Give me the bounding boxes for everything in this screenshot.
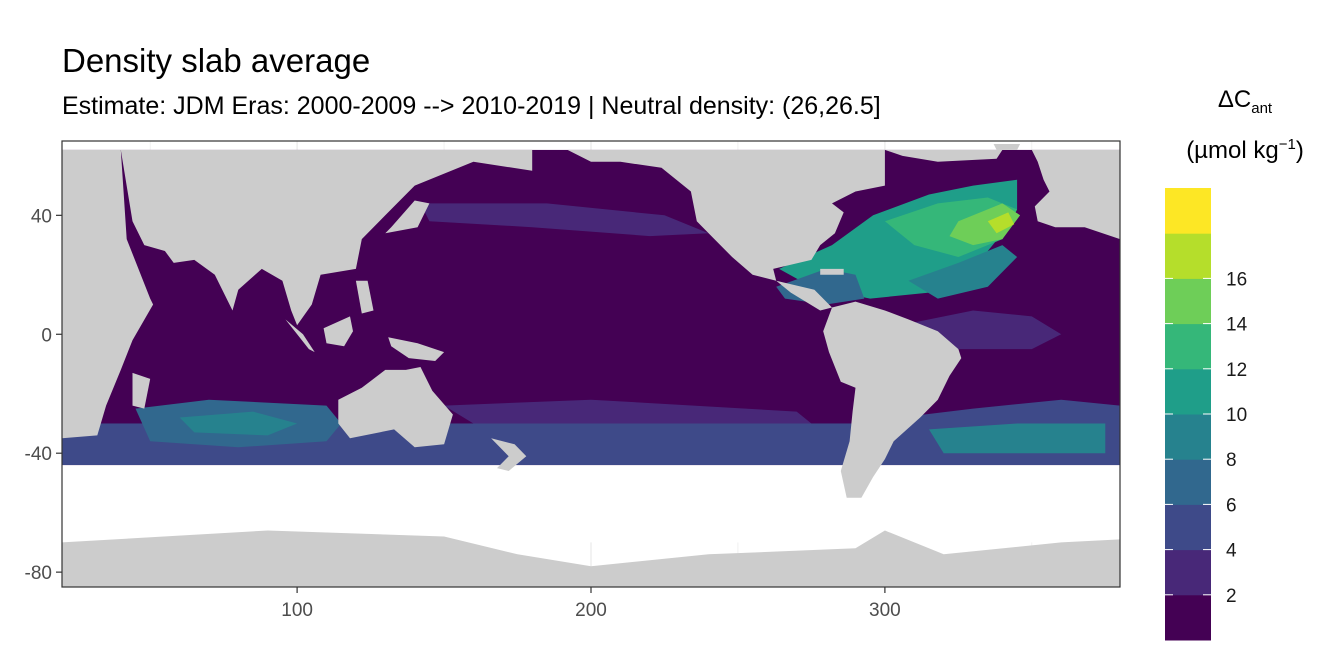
region-north-atlantic-max (987, 212, 1015, 234)
legend-label: 8 (1226, 450, 1237, 471)
legend-bin (1165, 459, 1211, 505)
legend-bin (1165, 504, 1211, 551)
legend-label: 14 (1226, 315, 1248, 336)
land-sumatra (285, 319, 315, 353)
chart-subtitle: Estimate: JDM Eras: 2000-2009 --> 2010-2… (62, 92, 881, 120)
legend-title-unit: (µmol kg−1) (1186, 136, 1304, 164)
legend-bin (1165, 414, 1211, 460)
legend-label: 6 (1226, 495, 1237, 516)
x-tick-label: 200 (575, 600, 607, 621)
legend-bin (1165, 233, 1211, 279)
land-north-america (567, 149, 885, 281)
land-new-guinea (388, 337, 445, 361)
land-mask (62, 144, 1120, 587)
region-north-atlantic-south (908, 245, 1018, 299)
legend-bin (1165, 594, 1211, 641)
land-iceland (993, 144, 1021, 150)
legend-label: 2 (1226, 586, 1237, 607)
y-tick-label: -40 (25, 444, 52, 465)
legend-bin (1165, 323, 1211, 370)
land-new-zealand (491, 438, 527, 471)
legend-title-sub: ant (1251, 99, 1273, 117)
land-borneo (323, 316, 353, 347)
y-tick-label: -80 (25, 563, 52, 584)
land-philippines (355, 280, 374, 314)
region-south-atlantic-core (929, 423, 1106, 454)
color-legend: 2 4 6 8 10 12 14 16 (1165, 188, 1248, 641)
region-tropical-atlantic (914, 310, 1062, 350)
region-south-indian-core (179, 411, 298, 436)
land-antarctica (62, 530, 1120, 587)
legend-title-main: ΔCant (1217, 86, 1273, 117)
land-africa (62, 149, 154, 439)
legend-label: 12 (1226, 360, 1247, 381)
land-cuba (820, 268, 844, 275)
region-north-pacific (420, 203, 709, 237)
legend-label: 10 (1226, 405, 1247, 426)
land-eurasia (120, 149, 533, 326)
region-south-pacific (444, 399, 812, 424)
land-greenland (884, 149, 1003, 162)
land-madagascar (132, 372, 151, 409)
legend-bin (1165, 278, 1211, 325)
y-tick-label: 40 (31, 206, 52, 227)
legend-label: 4 (1226, 541, 1237, 562)
x-tick-label: 100 (281, 600, 313, 621)
land-south-america (823, 301, 962, 498)
legend-bin (1165, 368, 1211, 415)
region-north-atlantic-core (949, 203, 1021, 246)
land-japan (385, 200, 430, 234)
legend-bin (1165, 188, 1211, 234)
nodata-band (62, 465, 1120, 543)
land-europe (1031, 149, 1120, 240)
chart-title: Density slab average (62, 42, 371, 79)
x-tick-label: 300 (869, 600, 901, 621)
land-central-america (776, 280, 832, 311)
legend-bin (1165, 549, 1211, 596)
land-australia (338, 367, 453, 448)
y-tick-label: 0 (41, 325, 52, 346)
legend-label: 16 (1226, 269, 1247, 290)
